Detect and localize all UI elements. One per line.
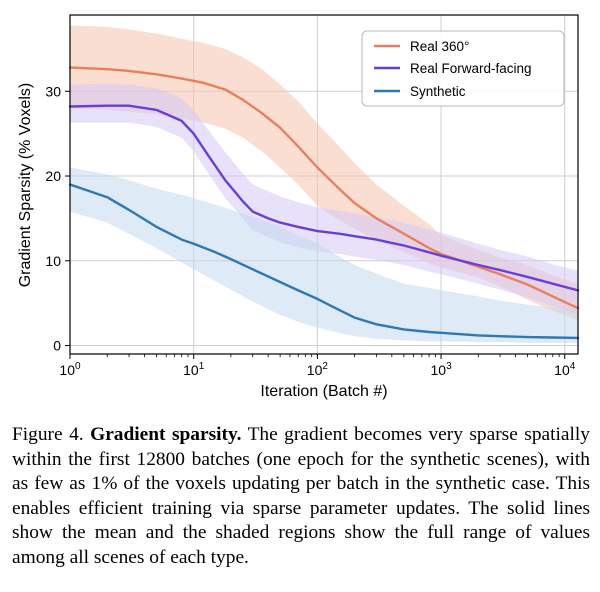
- plot-frame: [69, 14, 579, 355]
- legend-box: [361, 30, 565, 107]
- line-synthetic: [68, 183, 580, 340]
- line-real-360: [68, 66, 580, 310]
- y-tick-label: 10: [45, 253, 61, 269]
- legend-label-real-360: Real 360°: [410, 39, 469, 54]
- caption-title: Gradient sparsity.: [90, 424, 242, 445]
- line-real-forward-facing: [68, 104, 580, 292]
- x-tick-label: 101: [183, 361, 205, 378]
- legend-label-real-forward-facing: Real Forward-facing: [410, 61, 532, 76]
- figure-caption: Figure 4. Gradient sparsity. The gradien…: [12, 423, 590, 571]
- caption-lead: Figure 4.: [12, 424, 84, 445]
- caption-body: The gradient becomes very sparse spatial…: [12, 424, 590, 568]
- y-axis-label: Gradient Sparsity (% Voxels): [17, 83, 34, 288]
- x-tick-label: 103: [430, 361, 452, 378]
- axis-ticks: 100 101 102 103 104 0 10 20 30: [45, 83, 575, 378]
- y-tick-label: 30: [45, 83, 61, 99]
- y-tick-label: 0: [53, 338, 61, 354]
- x-tick-label: 104: [554, 361, 576, 378]
- x-tick-label: 102: [307, 361, 329, 378]
- mean-lines: [68, 66, 580, 340]
- band-synthetic: [70, 167, 578, 343]
- y-tick-label: 20: [45, 168, 61, 184]
- gradient-sparsity-chart: 100 101 102 103 104 0 10 20 30 Iteration (Batch …: [17, 14, 580, 400]
- legend-label-synthetic: Synthetic: [410, 84, 466, 99]
- legend: Real 360° Real Forward-facing Synthetic: [361, 30, 565, 107]
- x-tick-label: 100: [59, 361, 81, 378]
- x-axis-label: Iteration (Batch #): [260, 383, 387, 400]
